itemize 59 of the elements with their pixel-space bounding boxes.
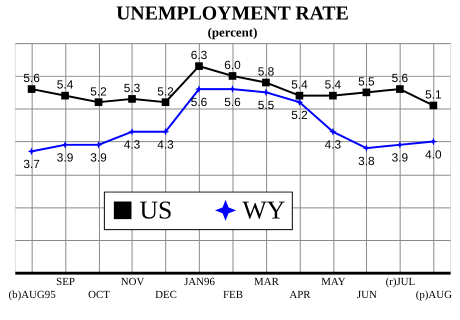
point bbox=[162, 98, 170, 106]
data-label: 5.4 bbox=[56, 78, 74, 92]
data-label: 4.0 bbox=[425, 147, 442, 162]
x-tick-label: (r)JUL bbox=[386, 276, 416, 288]
point bbox=[195, 62, 203, 70]
x-tick-label: MAR bbox=[254, 276, 280, 288]
point bbox=[61, 92, 69, 100]
data-label: 5.8 bbox=[258, 64, 275, 79]
point bbox=[94, 98, 102, 106]
point bbox=[28, 148, 36, 156]
legend-label: US bbox=[139, 195, 172, 224]
chart-title: UNEMPLOYMENT RATE bbox=[116, 2, 349, 24]
x-tick-label: MAY bbox=[321, 276, 346, 288]
data-label: 3.9 bbox=[56, 150, 74, 165]
data-label: 5.5 bbox=[258, 98, 275, 112]
legend-label: WY bbox=[242, 195, 286, 224]
point bbox=[128, 95, 136, 103]
x-tick-label: JAN96 bbox=[184, 276, 216, 288]
point bbox=[329, 92, 337, 100]
point bbox=[296, 92, 304, 100]
data-label: 5.1 bbox=[425, 88, 442, 102]
data-label: 3.9 bbox=[90, 150, 108, 165]
data-label: 5.6 bbox=[392, 71, 409, 86]
data-label: 5.4 bbox=[291, 78, 308, 92]
x-tick-label: NOV bbox=[120, 276, 144, 288]
data-label: 4.3 bbox=[157, 138, 174, 152]
data-label: 5.4 bbox=[324, 78, 342, 92]
chart-subtitle: (percent) bbox=[208, 25, 258, 40]
x-tick-label: DEC bbox=[155, 288, 177, 301]
x-tick-label: (b)AUG95 bbox=[8, 288, 56, 301]
data-label: 6.3 bbox=[190, 48, 208, 62]
data-label: 5.6 bbox=[23, 71, 40, 86]
point bbox=[329, 128, 337, 136]
data-label: 5.3 bbox=[124, 80, 141, 95]
data-label: 5.2 bbox=[157, 84, 174, 98]
data-label: 3.7 bbox=[23, 157, 40, 172]
data-label: 5.2 bbox=[291, 108, 308, 122]
x-tick-label: FEB bbox=[222, 288, 243, 301]
data-label: 6.0 bbox=[224, 58, 242, 72]
x-tick-label: (p)AUG bbox=[416, 288, 452, 301]
point bbox=[430, 102, 438, 110]
point bbox=[262, 78, 270, 86]
data-label: 5.6 bbox=[224, 94, 242, 109]
x-tick-label: APR bbox=[289, 288, 312, 301]
data-label: 3.9 bbox=[392, 150, 409, 165]
x-tick-label: JUN bbox=[356, 288, 378, 301]
point bbox=[296, 98, 304, 106]
point bbox=[362, 88, 370, 96]
data-label: 3.8 bbox=[358, 154, 376, 168]
point bbox=[396, 85, 404, 93]
data-label: 5.5 bbox=[358, 74, 376, 88]
data-label: 5.2 bbox=[90, 84, 107, 98]
data-label: 5.6 bbox=[190, 94, 208, 109]
x-tick-label: OCT bbox=[88, 288, 110, 301]
data-label: 4.3 bbox=[324, 138, 342, 152]
point bbox=[28, 85, 36, 93]
data-label: 4.3 bbox=[124, 138, 141, 152]
point bbox=[228, 72, 236, 80]
x-tick-label: SEP bbox=[56, 276, 75, 288]
